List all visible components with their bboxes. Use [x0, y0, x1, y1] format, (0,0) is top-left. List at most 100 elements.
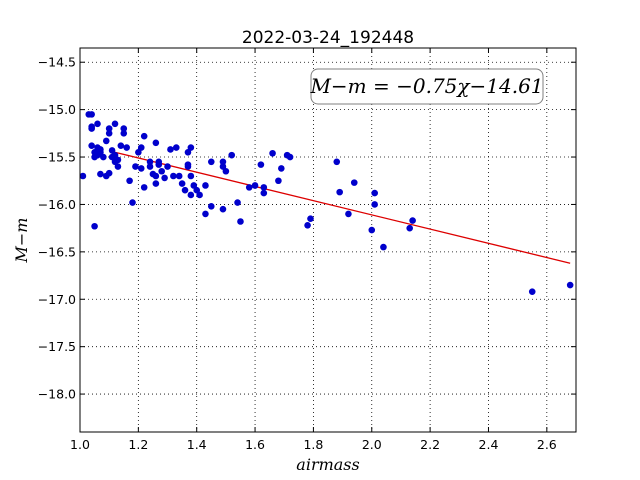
scatter-point [94, 120, 101, 128]
scatter-point [228, 151, 236, 159]
scatter-point [234, 199, 241, 206]
scatter-points [79, 111, 574, 295]
scatter-point [117, 142, 125, 149]
scatter-point [184, 148, 192, 156]
scatter-point [114, 156, 122, 164]
scatter-point [175, 172, 183, 180]
scatter-point [120, 130, 128, 137]
scatter-point [196, 191, 203, 199]
scatter-point [190, 182, 198, 189]
scatter-point [350, 179, 358, 186]
scatter-point [88, 111, 95, 118]
scatter-point [88, 142, 95, 149]
scatter-point [333, 158, 341, 166]
y-axis-label: M−m [12, 218, 31, 264]
scatter-point [155, 161, 163, 168]
scatter-point [146, 158, 154, 166]
y-tick-label: −16.5 [38, 244, 76, 259]
scatter-point [111, 151, 119, 159]
scatter-point [170, 172, 177, 180]
scatter-point [193, 186, 201, 194]
scatter-point [219, 158, 227, 166]
scatter-point [207, 158, 215, 166]
scatter-point [100, 153, 107, 161]
annotation-text: M−m = −0.75χ−14.61 [309, 74, 543, 98]
x-tick-labels: 1.0 1.2 1.4 1.6 1.8 2.0 2.2 2.4 2.6 [70, 437, 557, 452]
fit-annotation: M−m = −0.75χ−14.61 [309, 68, 544, 105]
scatter-point [123, 144, 130, 151]
x-axis-label: airmass [296, 455, 359, 474]
scatter-point [368, 226, 376, 234]
scatter-point [152, 139, 160, 147]
scatter-point [105, 169, 113, 177]
scatter-point [172, 144, 180, 151]
scatter-point [187, 172, 195, 180]
scatter-point [345, 210, 352, 218]
y-tick-label: −18.0 [38, 387, 76, 402]
scatter-point [202, 210, 209, 218]
scatter-point [269, 149, 276, 157]
x-tick-label: 1.6 [245, 437, 265, 452]
x-tick-label: 1.4 [187, 437, 207, 452]
scatter-point [158, 167, 165, 175]
scatter-point [132, 163, 139, 170]
scatter-point [278, 165, 285, 172]
scatter-point [97, 148, 104, 156]
scatter-point [275, 177, 282, 185]
scatter-point [146, 163, 154, 170]
scatter-point [79, 172, 87, 180]
scatter-point [105, 125, 113, 132]
scatter-point [260, 189, 268, 197]
y-tick-labels: −14.5 −15.0 −15.5 −16.0 −16.5 −17.0 −17.5 −18.0 [38, 55, 76, 402]
scatter-point [371, 201, 378, 208]
scatter-point [105, 130, 113, 137]
scatter-point [114, 163, 122, 170]
scatter-point [219, 163, 227, 170]
scatter-point [152, 172, 160, 180]
scatter-point [102, 137, 110, 145]
fit-line [109, 150, 571, 264]
scatter-point [126, 177, 133, 185]
scatter-point [566, 281, 574, 289]
y-tick-label: −17.0 [38, 292, 76, 307]
scatter-point [187, 144, 195, 151]
scatter-point [161, 174, 168, 182]
scatter-point [187, 191, 195, 199]
scatter-point [251, 182, 259, 189]
scatter-point [245, 184, 253, 191]
x-tick-label: 1.2 [128, 437, 148, 452]
y-tick-label: −14.5 [38, 55, 76, 70]
x-tick-label: 1.0 [70, 437, 90, 452]
y-tick-label: −16.0 [38, 197, 76, 212]
scatter-point [111, 120, 119, 128]
axis-ticks [79, 48, 576, 432]
scatter-point [178, 180, 186, 187]
scatter-point [219, 205, 227, 213]
scatter-point [140, 132, 148, 140]
scatter-point [380, 243, 387, 251]
scatter-point [88, 123, 95, 130]
scatter-point [91, 222, 98, 230]
scatter-point [307, 215, 314, 222]
scatter-point [257, 161, 265, 168]
scatter-point [137, 165, 145, 172]
scatter-point [237, 218, 244, 225]
scatter-point [207, 203, 215, 210]
scatter-point [409, 217, 416, 224]
scatter-point [184, 161, 192, 168]
scatter-point [336, 188, 343, 196]
x-tick-label: 2.4 [479, 437, 499, 452]
scatter-point [164, 163, 171, 170]
scatter-point [167, 146, 174, 153]
scatter-point [304, 222, 311, 229]
y-tick-label: −15.0 [38, 102, 76, 117]
plot-frame [79, 47, 577, 433]
y-tick-label: −15.5 [38, 150, 76, 165]
y-tick-label: −17.5 [38, 339, 76, 354]
scatter-point [120, 125, 128, 132]
scatter-point [286, 153, 294, 161]
scatter-point [260, 184, 268, 191]
scatter-point [181, 186, 189, 194]
scatter-point [129, 199, 136, 206]
